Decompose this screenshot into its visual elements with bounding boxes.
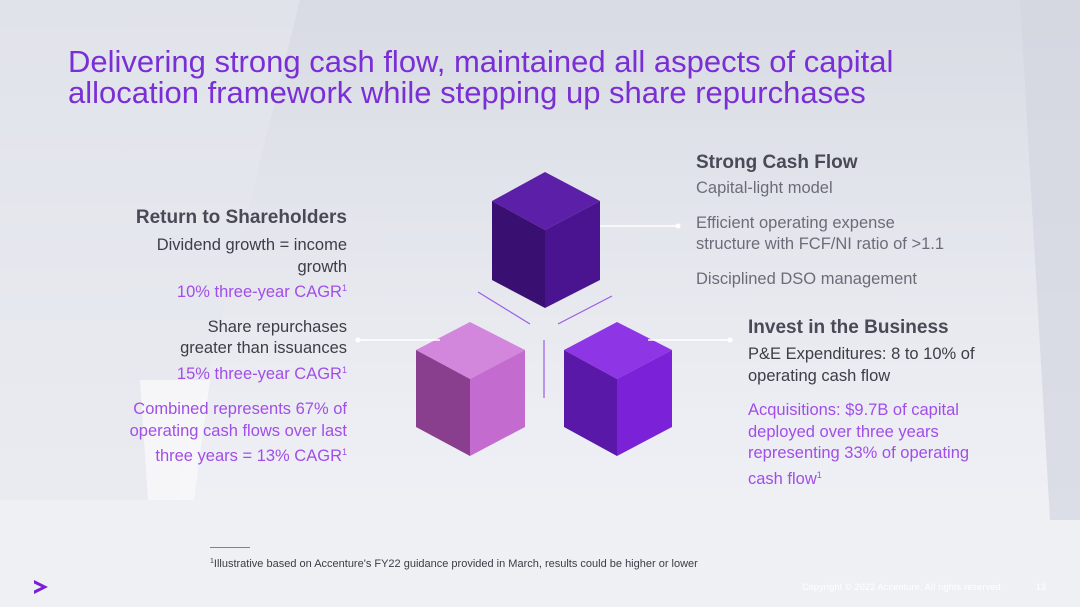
dso-management-text: Disciplined DSO management <box>696 269 918 288</box>
dividend-growth-text: Dividend growth = income growth 10% thre… <box>156 236 347 301</box>
cube-invest-in-business <box>564 322 672 456</box>
return-to-shareholders-block: Return to Shareholders Dividend growth =… <box>60 207 347 468</box>
connector-line <box>557 295 613 325</box>
cube-strong-cash-flow <box>492 172 600 308</box>
strong-cash-flow-block: Strong Cash Flow Capital-light model Eff… <box>696 152 1036 290</box>
share-repurchases-text: Share repurchases greater than issuances… <box>176 317 347 383</box>
page-title: Delivering strong cash flow, maintained … <box>68 44 894 110</box>
page-number: 13 <box>1036 582 1047 592</box>
opex-structure-text: Efficient operating expense structure wi… <box>696 213 945 254</box>
invest-in-business-block: Invest in the Business P&E Expenditures:… <box>748 317 1048 490</box>
invest-in-business-heading: Invest in the Business <box>748 317 949 338</box>
footnote-divider <box>210 547 250 548</box>
strong-cash-flow-heading: Strong Cash Flow <box>696 152 858 173</box>
accenture-chevron-icon <box>32 578 52 601</box>
footnote: 1Illustrative based on Accenture's FY22 … <box>210 558 698 570</box>
copyright-text: Copyright © 2022 Accenture. All rights r… <box>802 582 1004 592</box>
connector-line <box>477 291 531 325</box>
return-to-shareholders-heading: Return to Shareholders <box>135 207 347 228</box>
acquisitions-text: Acquisitions: $9.7B of capital deployed … <box>748 401 970 488</box>
capital-light-text: Capital-light model <box>696 179 833 197</box>
cube-return-to-shareholders <box>416 322 525 456</box>
pe-expenditures-text: P&E Expenditures: 8 to 10% of operating … <box>748 345 975 385</box>
combined-return-text: Combined represents 67% of operating cas… <box>129 400 347 465</box>
